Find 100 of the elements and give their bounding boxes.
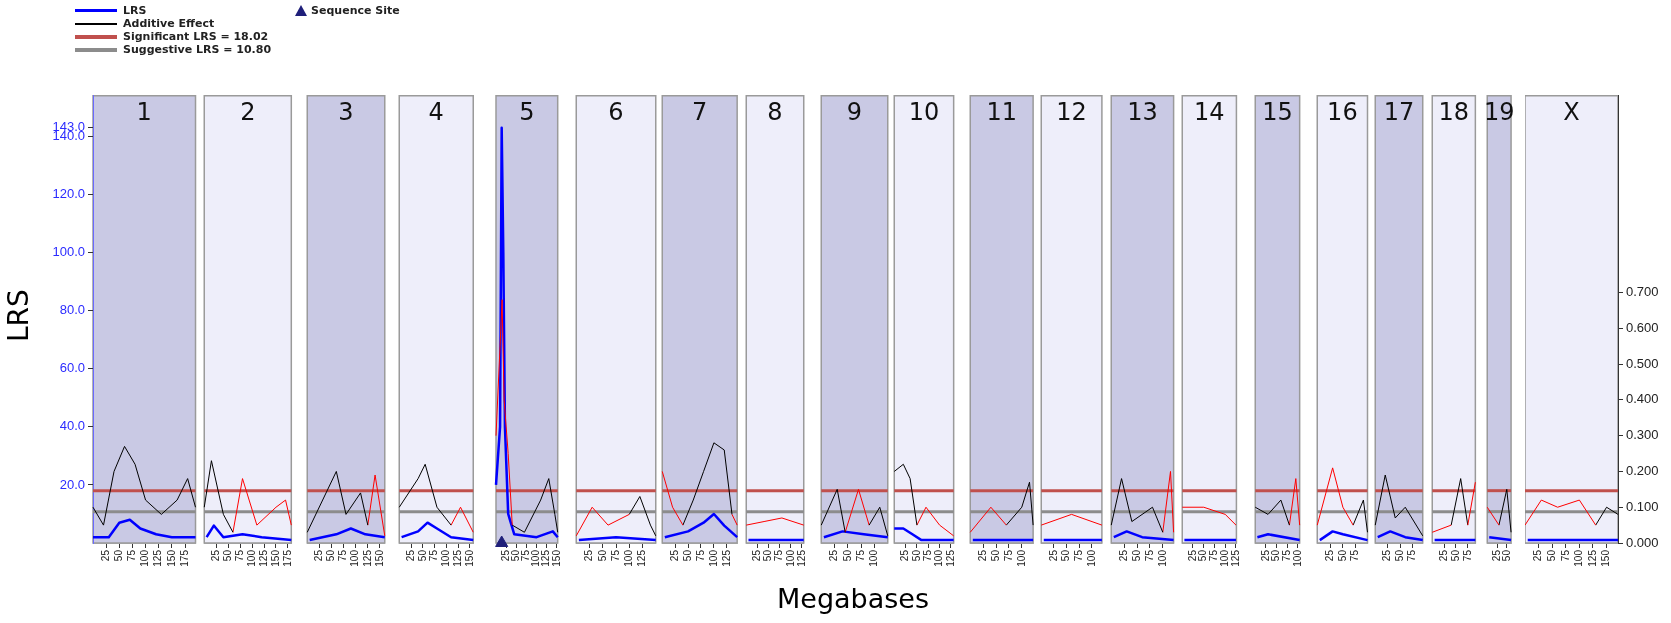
x-tick-label: 100	[139, 549, 151, 567]
x-tick-label: 25	[828, 549, 840, 562]
x-tick-label: 150	[165, 549, 177, 567]
x-tick-label: 100	[1015, 549, 1027, 567]
chart-title: 4	[428, 98, 444, 127]
x-tick-label: 75	[520, 549, 532, 562]
chart-title: 8	[767, 98, 783, 127]
x-tick-label: 50	[989, 549, 1001, 562]
x-tick-label: 100	[1573, 549, 1585, 567]
x-tick-label: 50	[113, 549, 125, 562]
legend-label: Sequence Site	[311, 4, 400, 17]
x-tick-label: 125	[636, 549, 648, 567]
y-tick-label: 100.0	[52, 244, 85, 260]
x-tick-label: 125	[451, 549, 463, 567]
x-tick-label: 100	[1085, 549, 1097, 567]
chart-title: 5	[519, 98, 535, 127]
legend-label: Additive Effect	[123, 17, 215, 30]
x-tick-label: 100	[530, 549, 542, 567]
x-tick-label: 100	[623, 549, 634, 567]
y2-tick-label: 0.000	[1626, 534, 1659, 550]
chart-title: 15	[1262, 98, 1293, 127]
x-tick-label: 25	[1381, 549, 1393, 562]
chart-title: 16	[1327, 98, 1358, 127]
x-tick-label: 100	[349, 549, 361, 567]
x-tick-label: 175	[281, 549, 293, 567]
x-tick-label: 100	[868, 549, 880, 567]
x-tick-label: 100	[784, 549, 796, 567]
x-tick-label: 100	[933, 549, 945, 567]
x-tick-label: 25	[1437, 549, 1449, 562]
x-tick-label: 50	[596, 549, 608, 562]
x-tick-label: 25	[1117, 549, 1129, 562]
x-tick-label: 125	[152, 549, 164, 567]
x-tick-label: 150	[550, 549, 562, 567]
x-tick-label: 25	[313, 549, 325, 562]
chart-title: 3	[338, 98, 354, 127]
x-tick-label: 100	[1218, 549, 1230, 567]
x-tick-label: 75	[773, 549, 785, 562]
y-tick-label: 40.0	[59, 418, 85, 434]
x-tick-label: 25	[1047, 549, 1059, 562]
x-tick-label: 50	[681, 549, 693, 562]
x-tick-label: 125	[257, 549, 269, 567]
x-tick-label: 50	[1393, 549, 1405, 562]
chart-title: 19	[1483, 98, 1515, 127]
y2-tick-label: 0.700	[1626, 284, 1659, 300]
x-tick-label: 75	[1002, 549, 1014, 562]
x-tick-label: 50	[325, 549, 337, 562]
x-tick-label: 75	[1143, 549, 1155, 562]
x-tick-label: 50	[910, 549, 922, 562]
chart-title: 18	[1438, 98, 1470, 127]
x-tick-label: 25	[1490, 549, 1502, 562]
y2-tick-label: 0.300	[1626, 427, 1659, 443]
x-tick-label: 150	[1600, 549, 1612, 567]
chart-title: 10	[908, 98, 940, 127]
x-tick-label: 75	[1208, 549, 1220, 562]
x-tick-label: 25	[209, 549, 221, 562]
x-tick-label: 75	[233, 549, 245, 562]
x-tick-label: 25	[583, 549, 595, 562]
x-tick-label: 50	[841, 549, 853, 562]
chart-title: 2	[240, 98, 256, 127]
x-tick-label: 75	[1349, 549, 1361, 562]
x-tick-label: 125	[720, 549, 732, 567]
x-tick-label: 75	[126, 549, 138, 562]
legend-label: Suggestive LRS = 10.80	[123, 43, 272, 56]
x-tick-label: 50	[1270, 549, 1282, 562]
x-tick-label: 100	[245, 549, 257, 567]
x-tick-label: 50	[1449, 549, 1461, 562]
x-tick-label: 150	[463, 549, 475, 567]
chart-title: 7	[692, 98, 708, 127]
x-tick-label: 75	[609, 549, 621, 562]
x-tick-label: 100	[1156, 549, 1168, 567]
x-tick-label: 75	[922, 549, 934, 562]
x-tick-label: 50	[416, 549, 428, 562]
x-tick-label: 125	[795, 549, 807, 567]
x-tick-label: 75	[337, 549, 349, 562]
x-tick-label: 50	[1197, 549, 1209, 562]
y2-tick-label: 0.400	[1626, 391, 1659, 407]
chart-title: X	[1563, 98, 1580, 127]
x-tick-label: 25	[899, 549, 911, 562]
x-tick-label: 75	[428, 549, 440, 562]
x-tick-label: 50	[762, 549, 774, 562]
chart-title: 1	[136, 98, 152, 127]
legend-label: LRS	[123, 4, 147, 17]
x-tick-label: 25	[1186, 549, 1198, 562]
x-tick-label: 50	[1545, 549, 1557, 562]
x-tick-label: 75	[1461, 549, 1473, 562]
x-tick-label: 100	[440, 549, 452, 567]
legend-label: Significant LRS = 18.02	[123, 30, 269, 43]
y-tick-label: 20.0	[59, 476, 85, 492]
x-tick-label: 125	[361, 549, 373, 567]
y-tick-label: 120.0	[52, 186, 85, 202]
x-tick-label: 25	[1532, 549, 1544, 562]
x-tick-label: 50	[1500, 549, 1512, 562]
x-tick-label: 125	[1586, 549, 1598, 567]
x-tick-label: 75	[694, 549, 706, 562]
x-tick-label: 25	[751, 549, 763, 562]
x-tick-label: 25	[499, 549, 511, 562]
y2-tick-label: 0.500	[1626, 355, 1659, 371]
chart-title: 9	[846, 98, 863, 127]
x-tick-label: 50	[221, 549, 233, 562]
x-tick-label: 150	[373, 549, 385, 567]
